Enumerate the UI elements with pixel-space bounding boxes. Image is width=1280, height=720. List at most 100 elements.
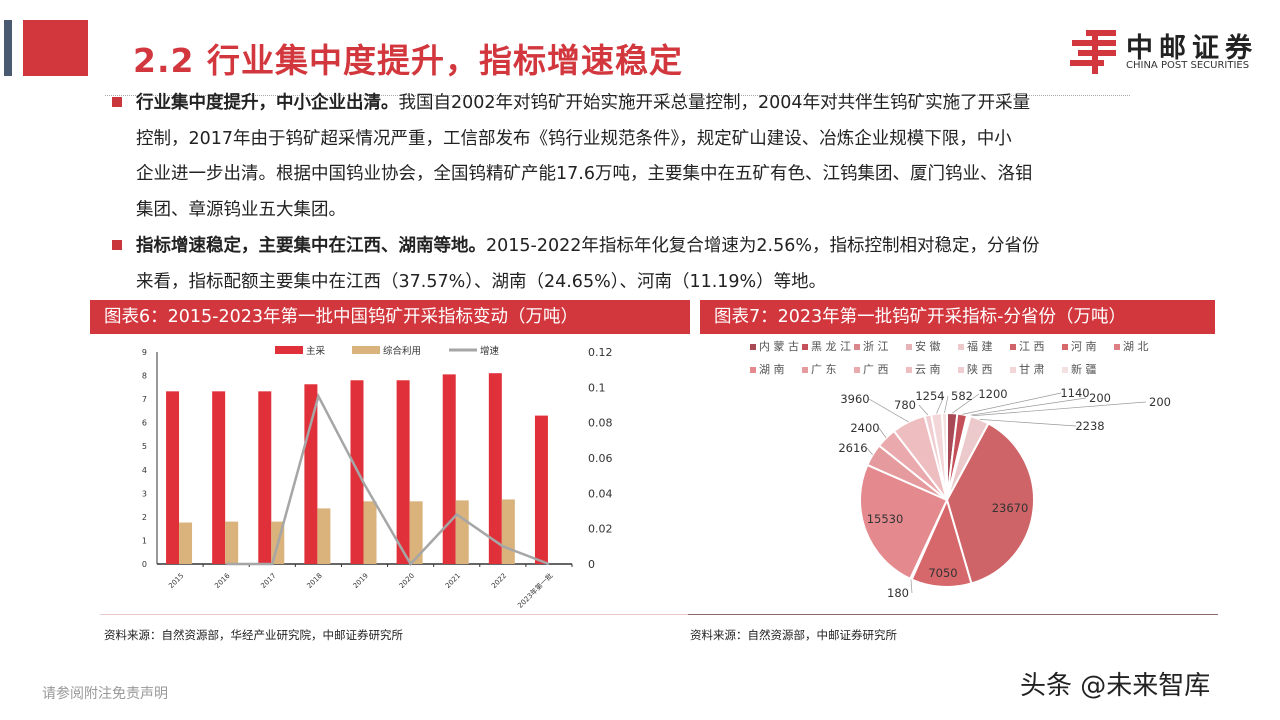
legend-swatch bbox=[906, 344, 912, 350]
bullet-lead: 指标增速稳定，主要集中在江西、湖南等地。 bbox=[136, 236, 486, 256]
y-tick-label: 3 bbox=[142, 489, 147, 498]
china-post-logo-icon bbox=[1070, 30, 1116, 74]
divider bbox=[688, 614, 1218, 615]
legend-label: 湖 北 bbox=[1123, 340, 1149, 353]
legend-swatch bbox=[802, 344, 808, 350]
legend-label: 广 东 bbox=[811, 363, 837, 376]
y-tick-label: 6 bbox=[142, 419, 147, 428]
x-tick-label: 2019 bbox=[352, 572, 370, 590]
y2-tick-label: 0.04 bbox=[588, 487, 613, 500]
legend-swatch bbox=[1062, 367, 1068, 373]
x-tick-label: 2016 bbox=[213, 571, 232, 590]
legend-label: 河 南 bbox=[1071, 340, 1097, 353]
legend-label: 主采 bbox=[306, 345, 326, 357]
divider bbox=[105, 95, 1130, 96]
y2-tick-label: 0 bbox=[588, 558, 595, 571]
bullet-text: 来看，指标配额主要集中在江西（37.57%）、湖南（24.65%）、河南（11.… bbox=[136, 271, 827, 292]
pie-data-label: 200 bbox=[1149, 395, 1171, 409]
growth-line bbox=[226, 392, 550, 567]
y-tick-label: 0 bbox=[142, 560, 147, 569]
leader-line bbox=[866, 447, 873, 456]
pie-data-label: 180 bbox=[887, 586, 909, 600]
bullet-lead: 行业集中度提升，中小企业出清。 bbox=[136, 93, 399, 113]
logo-text-cn: 中邮证券 bbox=[1126, 33, 1258, 64]
legend-label: 浙 江 bbox=[863, 340, 889, 353]
y2-tick-label: 0.06 bbox=[588, 452, 613, 465]
bar-main bbox=[212, 391, 226, 564]
x-tick-label: 2020 bbox=[398, 572, 416, 590]
pie-data-label: 582 bbox=[951, 389, 973, 403]
x-tick-label: 2021 bbox=[444, 572, 462, 590]
leader-line bbox=[910, 579, 913, 594]
legend-label: 甘 肃 bbox=[1019, 363, 1045, 376]
x-tick-label: 2017 bbox=[259, 572, 277, 590]
x-tick-label: 2018 bbox=[306, 572, 324, 590]
bar-main bbox=[166, 391, 180, 564]
y-tick-label: 9 bbox=[142, 348, 147, 357]
header-accent-block bbox=[23, 20, 88, 76]
leader-line bbox=[967, 397, 1087, 416]
pie-data-label: 2400 bbox=[850, 421, 879, 435]
pie-chart: 内 蒙 古黑 龙 江浙 江 安 徽 福 建 江 西 河 南 湖 北湖 南 广 东 广 西 云 南… bbox=[750, 339, 1171, 600]
legend-label: 陕 西 bbox=[967, 362, 993, 376]
bar-main bbox=[488, 373, 502, 564]
legend-label: 福 建 bbox=[967, 339, 993, 353]
bar-comprehensive bbox=[501, 499, 515, 564]
y2-tick-label: 0.1 bbox=[588, 381, 606, 394]
y-tick-label: 1 bbox=[142, 536, 147, 545]
legend-swatch bbox=[1010, 367, 1016, 373]
bar-comprehensive bbox=[179, 522, 193, 564]
y-tick-label: 7 bbox=[142, 395, 147, 404]
y-tick-label: 2 bbox=[142, 513, 147, 522]
leader-line bbox=[944, 395, 949, 414]
pie-data-label: 7050 bbox=[928, 566, 957, 580]
company-logo: 中邮证券 CHINA POST SECURITIES bbox=[1068, 26, 1268, 76]
pie-data-label: 1200 bbox=[978, 387, 1007, 401]
pie-data-label: 1254 bbox=[915, 389, 944, 403]
bar-comprehensive bbox=[363, 501, 377, 564]
legend-label: 增速 bbox=[480, 345, 500, 357]
bullet-text: 我国自2002年对钨矿开始实施开采总量控制，2004年对共伴生钨矿实施了开采量 bbox=[398, 93, 1031, 113]
legend-swatch bbox=[958, 367, 964, 373]
bullet-icon bbox=[112, 240, 122, 250]
bar-main bbox=[258, 391, 272, 564]
figure-7-title: 图表7：2023年第一批钨矿开采指标-分省份（万吨） bbox=[700, 300, 1215, 334]
pie-data-label: 2616 bbox=[838, 441, 867, 455]
pie-slice bbox=[945, 422, 1035, 585]
y2-tick-label: 0.12 bbox=[588, 346, 613, 359]
bar-comprehensive bbox=[455, 500, 469, 564]
x-tick-label: 2022 bbox=[490, 572, 508, 590]
leader-line bbox=[969, 401, 1147, 417]
legend-swatch bbox=[958, 344, 964, 350]
x-tick-label: 2023年第一批 bbox=[516, 571, 555, 610]
bar-comprehensive bbox=[225, 521, 239, 564]
x-tick-label: 2015 bbox=[167, 572, 185, 590]
leader-line bbox=[962, 392, 1062, 415]
bar-line-chart: 0 1 2 3 4 5 6 7 8 9 0 0.02 0.04 0.06 0.08 0.1 0.12 2015 20… bbox=[142, 345, 613, 610]
legend-swatch bbox=[750, 367, 756, 373]
legend-swatch bbox=[1010, 344, 1016, 350]
legend-swatch bbox=[854, 367, 860, 373]
leader-line bbox=[878, 427, 887, 439]
leader-line bbox=[951, 393, 980, 414]
legend-label: 湖 南 bbox=[759, 363, 785, 376]
legend-label: 黑 龙 江 bbox=[811, 340, 851, 353]
bar-comprehensive bbox=[409, 501, 423, 564]
leader-line bbox=[868, 398, 909, 423]
figure-7-source: 资料来源：自然资源部，中邮证券研究所 bbox=[690, 628, 897, 642]
bar-comprehensive bbox=[317, 508, 331, 564]
legend-label: 新 疆 bbox=[1071, 362, 1097, 376]
header-accent-bar bbox=[4, 20, 12, 76]
bar-main bbox=[304, 384, 318, 564]
legend-label: 江 西 bbox=[1019, 340, 1045, 353]
legend-swatch bbox=[750, 344, 756, 350]
bar-main bbox=[396, 380, 410, 564]
pie-data-label: 23670 bbox=[992, 501, 1029, 515]
pie-data-label: 1140 bbox=[1060, 386, 1089, 400]
figure-6-title: 图表6：2015-2023年第一批中国钨矿开采指标变动（万吨） bbox=[90, 300, 690, 334]
leader-line bbox=[979, 419, 1077, 427]
bullet-text: 控制，2017年由于钨矿超采情况严重，工信部发布《钨行业规范条件》，规定矿山建设… bbox=[136, 128, 1012, 149]
pie-data-label: 780 bbox=[894, 398, 916, 412]
pie-data-label: 200 bbox=[1089, 391, 1111, 405]
pie-data-label: 2238 bbox=[1075, 419, 1104, 433]
